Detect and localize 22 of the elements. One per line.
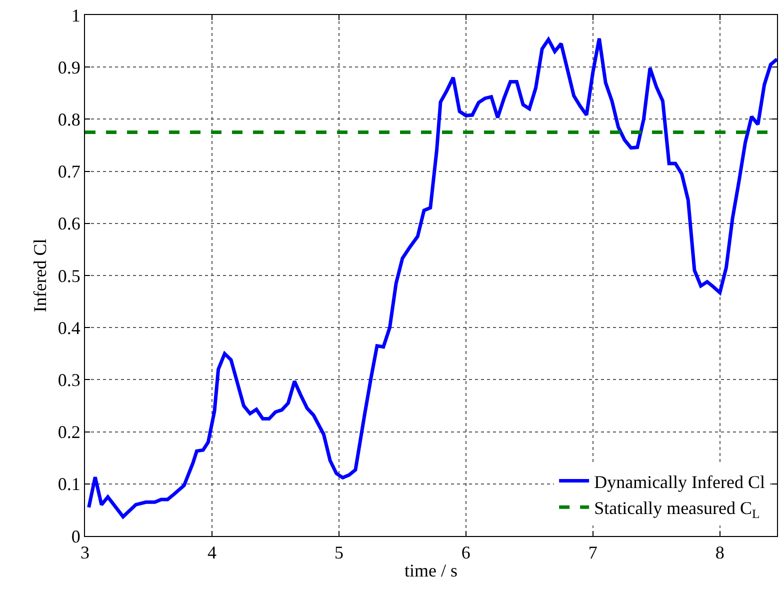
x-tick-label: 5 [334, 542, 344, 563]
x-tick-label: 8 [715, 542, 724, 563]
x-tick-label: 4 [207, 542, 216, 563]
y-tick-label: 0.2 [58, 422, 80, 442]
x-axis-title: time / s [404, 560, 458, 581]
x-tick-label: 6 [461, 542, 470, 563]
y-tick-label: 0.8 [58, 110, 80, 130]
y-tick-label: 1 [71, 5, 80, 26]
x-tick-label: 7 [588, 542, 598, 563]
y-tick-label: 0 [71, 526, 80, 546]
y-tick-label: 0.5 [58, 266, 80, 286]
y-tick-label: 0.4 [58, 318, 80, 338]
line-series [87, 36, 777, 518]
legend-label: Dynamically Infered Cl [594, 472, 766, 492]
y-axis-title: Infered Cl [30, 238, 50, 312]
x-tick-label: 3 [80, 542, 90, 563]
y-tick-label: 0.7 [58, 162, 80, 182]
y-tick-label: 0.9 [58, 57, 80, 78]
y-tick-label: 0.3 [58, 370, 80, 390]
legend-label: Statically measured C$_{L}$ [594, 498, 760, 521]
y-tick-label: 0.1 [58, 474, 80, 494]
y-tick-label: 0.6 [58, 214, 80, 234]
